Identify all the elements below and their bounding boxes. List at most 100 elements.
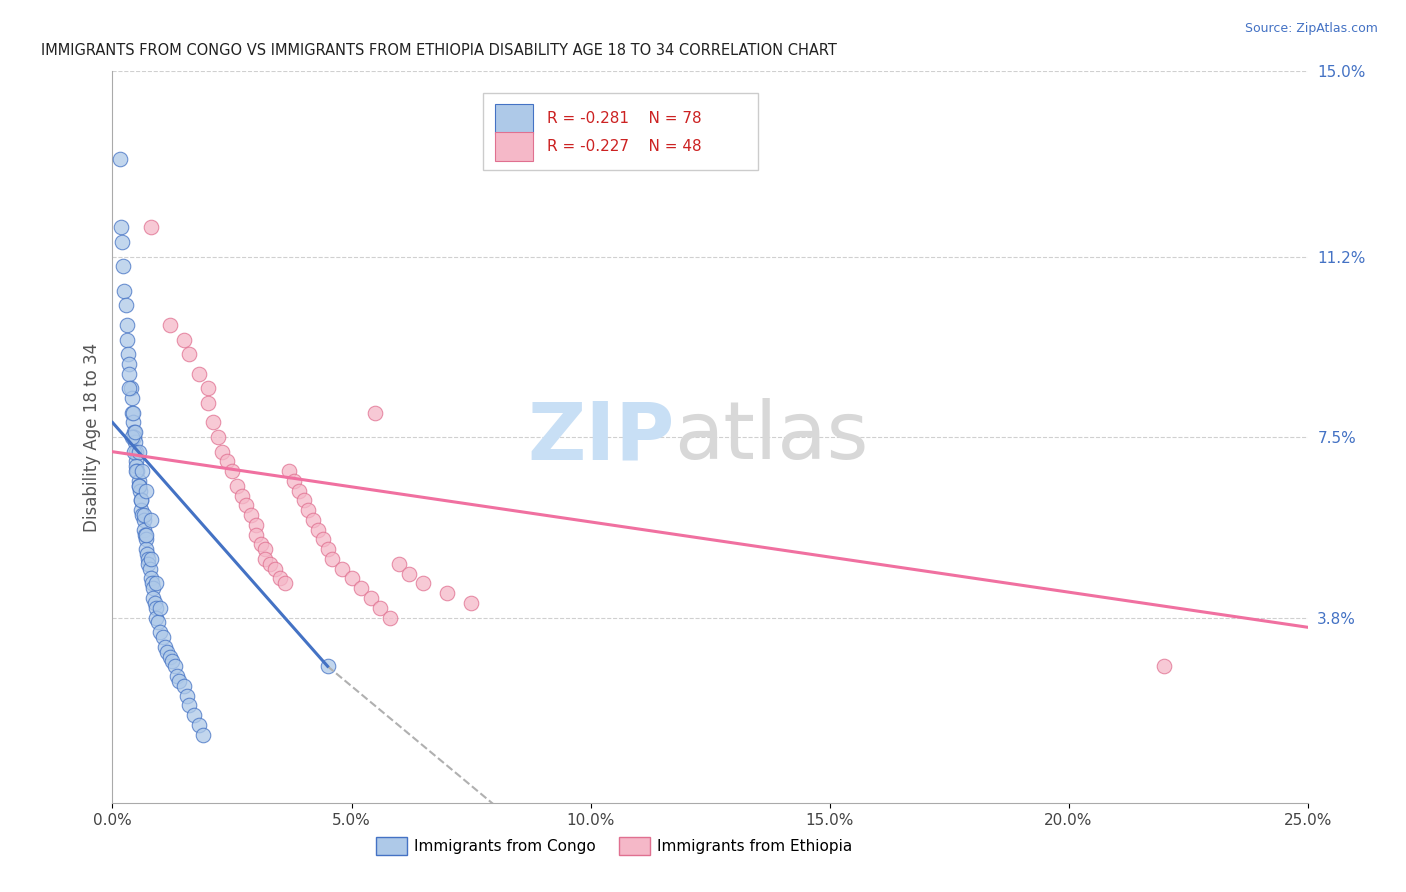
Point <box>139 552 162 566</box>
Point <box>124 434 146 449</box>
FancyBboxPatch shape <box>484 94 758 170</box>
Point <box>173 333 195 347</box>
Point <box>131 464 153 478</box>
Point <box>360 591 382 605</box>
Point <box>121 430 143 444</box>
Point <box>278 464 301 478</box>
Point <box>340 572 363 586</box>
Point <box>125 444 148 458</box>
Point <box>330 562 353 576</box>
Point <box>146 615 169 630</box>
Point <box>264 562 287 576</box>
Point <box>125 454 148 468</box>
Point <box>131 508 153 522</box>
Point <box>139 562 162 576</box>
Point <box>135 533 157 547</box>
Point <box>225 479 247 493</box>
Point <box>249 537 271 551</box>
Point <box>115 333 138 347</box>
Point <box>142 581 165 595</box>
Point <box>398 566 420 581</box>
Point <box>159 649 181 664</box>
Point <box>240 508 263 522</box>
Point <box>129 493 152 508</box>
Point <box>176 689 198 703</box>
Point <box>128 479 150 493</box>
Point <box>115 318 138 332</box>
Point <box>368 600 391 615</box>
Point <box>460 596 482 610</box>
Point <box>245 527 267 541</box>
Point <box>121 391 143 405</box>
Point <box>312 533 335 547</box>
Bar <box>495 132 533 161</box>
Point <box>166 669 188 683</box>
Point <box>121 406 143 420</box>
Point <box>118 381 141 395</box>
Point <box>273 576 295 591</box>
Point <box>143 596 166 610</box>
Point <box>135 483 157 498</box>
Point <box>110 220 132 235</box>
Point <box>302 513 325 527</box>
Point <box>156 645 179 659</box>
Point <box>145 576 167 591</box>
Point <box>288 483 311 498</box>
Point <box>128 444 150 458</box>
Point <box>127 464 149 478</box>
Point <box>162 654 183 668</box>
Point <box>132 508 155 522</box>
Point <box>141 576 163 591</box>
Bar <box>495 104 533 134</box>
Point <box>132 513 155 527</box>
Point <box>134 527 156 541</box>
Point <box>307 523 329 537</box>
Point <box>118 357 141 371</box>
Point <box>231 489 253 503</box>
Point <box>139 220 162 235</box>
Text: Source: ZipAtlas.com: Source: ZipAtlas.com <box>1244 22 1378 36</box>
Point <box>388 557 411 571</box>
Point <box>128 479 150 493</box>
Point <box>245 517 267 532</box>
Point <box>254 552 277 566</box>
Point <box>149 600 172 615</box>
Point <box>297 503 319 517</box>
Text: R = -0.281    N = 78: R = -0.281 N = 78 <box>547 112 702 127</box>
Point <box>129 483 152 498</box>
Text: R = -0.227    N = 48: R = -0.227 N = 48 <box>547 139 702 154</box>
Point <box>193 727 215 741</box>
Point <box>259 557 281 571</box>
Point <box>269 572 291 586</box>
Point <box>187 367 209 381</box>
Point <box>142 591 165 605</box>
Point <box>159 318 181 332</box>
Point <box>201 416 224 430</box>
Point <box>125 464 148 478</box>
Point <box>129 493 152 508</box>
Point <box>163 659 186 673</box>
Point <box>177 347 200 361</box>
Point <box>169 673 191 688</box>
Point <box>254 542 277 557</box>
Point <box>221 464 243 478</box>
Point <box>378 610 401 624</box>
Point <box>122 444 145 458</box>
Point <box>177 698 200 713</box>
Point <box>111 260 134 274</box>
Text: IMMIGRANTS FROM CONGO VS IMMIGRANTS FROM ETHIOPIA DISABILITY AGE 18 TO 34 CORREL: IMMIGRANTS FROM CONGO VS IMMIGRANTS FROM… <box>41 43 837 58</box>
Point <box>135 547 157 561</box>
Legend: Immigrants from Congo, Immigrants from Ethiopia: Immigrants from Congo, Immigrants from E… <box>370 831 859 861</box>
Point <box>183 708 205 723</box>
Text: atlas: atlas <box>675 398 869 476</box>
Y-axis label: Disability Age 18 to 34: Disability Age 18 to 34 <box>83 343 101 532</box>
Point <box>145 610 167 624</box>
Point <box>316 542 339 557</box>
Point <box>124 425 146 440</box>
Point <box>321 552 343 566</box>
Point <box>139 572 162 586</box>
Point <box>364 406 387 420</box>
Point <box>117 347 139 361</box>
Point <box>125 459 148 474</box>
Point <box>207 430 229 444</box>
